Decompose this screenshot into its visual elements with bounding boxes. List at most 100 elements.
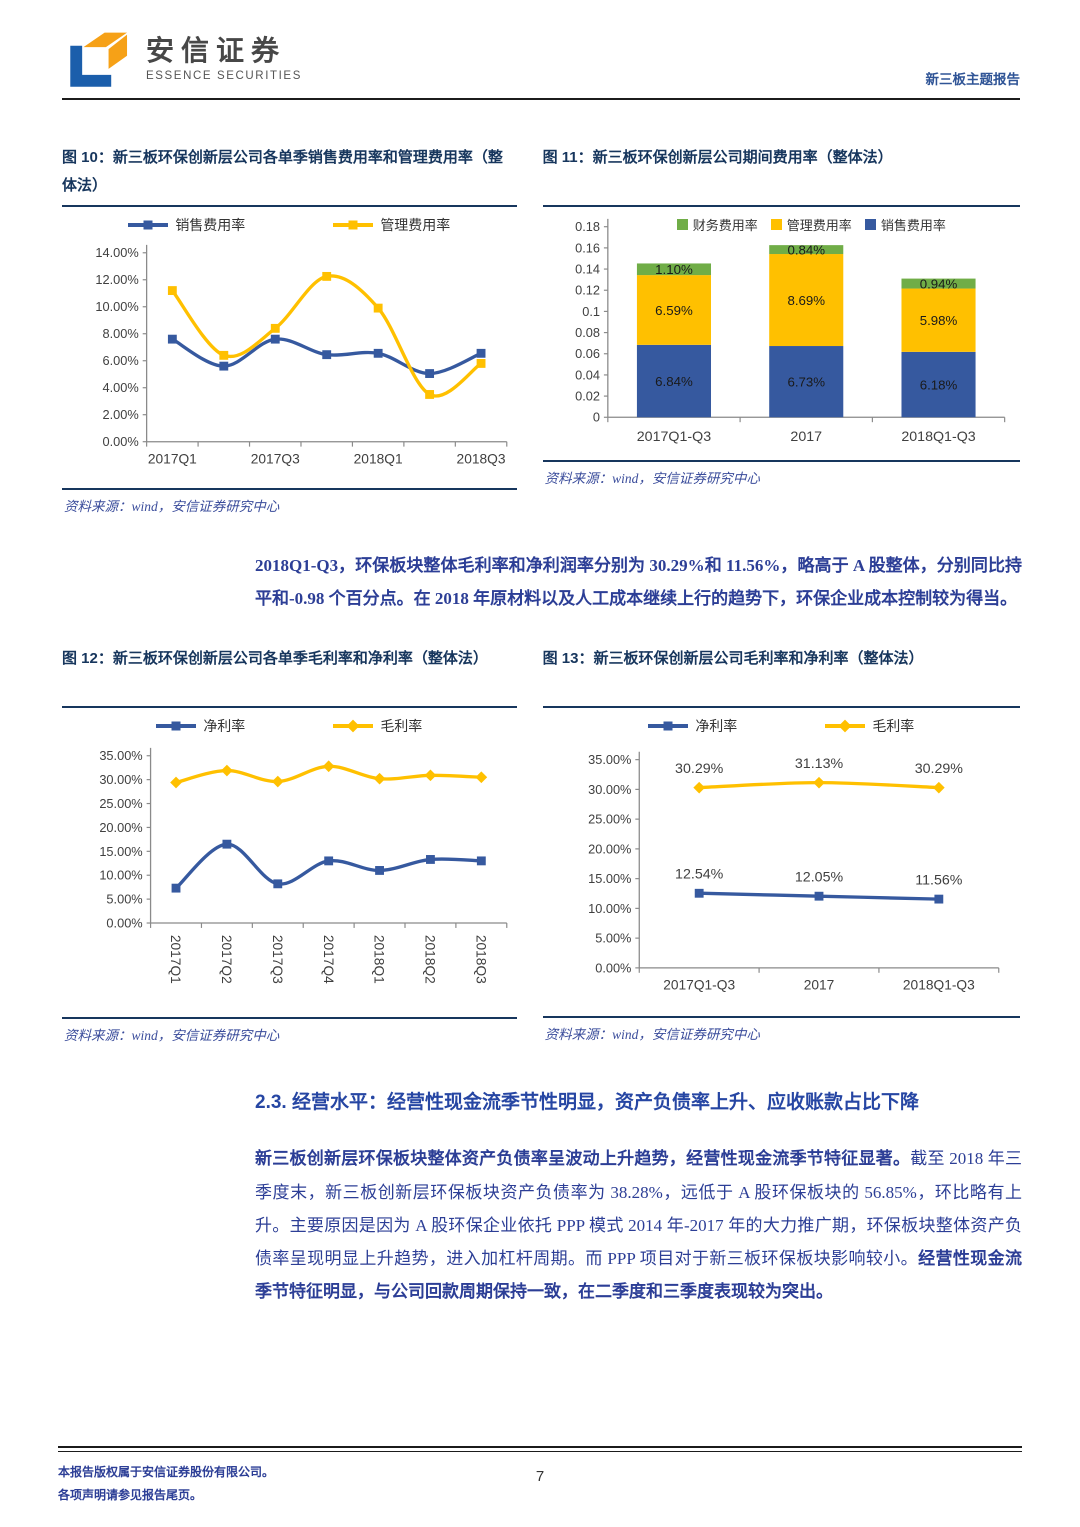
svg-text:10.00%: 10.00% [99,868,142,883]
svg-text:15.00%: 15.00% [588,871,631,886]
legend-label: 财务费用率 [692,218,758,233]
svg-text:25.00%: 25.00% [588,812,631,827]
legend-item: 管理费用率 [333,215,450,235]
square-swatch-icon [864,219,876,230]
line-swatch-icon [825,719,866,733]
svg-text:2017Q1-Q3: 2017Q1-Q3 [636,429,710,445]
legend-label: 销售费用率 [175,217,246,233]
svg-text:0.04: 0.04 [575,367,600,382]
svg-text:2018Q3: 2018Q3 [457,451,506,466]
line-swatch-icon [648,721,689,731]
figure-row-1: 图 10：新三板环保创新层公司各单季销售费用率和管理费用率（整体法） 销售费用率… [62,144,1020,515]
paragraph-text: 2018Q1-Q3，环保板块整体毛利率和净利润率分别为 30.29%和 11.5… [255,556,1022,609]
svg-text:2018Q1-Q3: 2018Q1-Q3 [903,978,975,993]
footer-disclaimer: 各项声明请参见报告尾页。 [58,1488,203,1503]
svg-text:2017Q1: 2017Q1 [168,935,183,984]
svg-text:6.84%: 6.84% [655,374,693,389]
legend-label: 毛利率 [872,718,915,735]
svg-text:20.00%: 20.00% [588,842,631,857]
svg-text:5.00%: 5.00% [595,931,631,946]
figure-10-legend: 销售费用率 管理费用率 [62,211,517,239]
figure-10-bottom-rule [62,488,517,490]
figure-12-title-rule [62,706,517,709]
svg-text:2018Q1: 2018Q1 [354,451,403,466]
summary-paragraph: 2018Q1-Q3，环保板块整体毛利率和净利润率分别为 30.29%和 11.5… [255,549,1022,615]
paragraph-normal: 截至 2018 年三季度末，新三板创新层环保板块资产负债率为 38.28%，远低… [255,1149,1023,1268]
svg-text:2018Q2: 2018Q2 [423,935,438,984]
paragraph-bold-tail: 经营性现金流季节特征明显，与公司回款周期保持一致，在二季度和三季度表现较为突出。 [255,1248,1023,1301]
figure-11-title-rule [542,205,1020,207]
section-heading: 2.3. 经营水平：经营性现金流季节性明显，资产负债率上升、应收账款占比下降 [255,1091,919,1113]
figure-13-chart: 0.00% 5.00% 10.00% 15.00% 20.00% 25.00% 30.00%… [588,752,999,993]
figure-13-legend: 净利率 毛利率 [543,712,1020,740]
line-swatch-icon [333,220,374,230]
svg-text:15.00%: 15.00% [99,844,142,859]
figure-10-chart-area: 销售费用率 管理费用率 0.00% 2.00% 4.00% 6.00% 8.00% 10.… [62,211,517,485]
svg-text:6.59%: 6.59% [655,303,693,318]
svg-text:5.98%: 5.98% [919,313,957,328]
figure-11-bottom-rule [542,459,1020,462]
svg-text:35.00%: 35.00% [588,752,631,767]
svg-text:6.00%: 6.00% [103,353,139,368]
svg-text:0.00%: 0.00% [103,434,139,449]
legend-item: 净利率 [648,716,737,736]
svg-text:8.69%: 8.69% [787,293,825,308]
legend-label: 净利率 [695,718,738,735]
svg-text:2018Q1: 2018Q1 [372,935,387,984]
svg-text:12.54%: 12.54% [675,867,724,883]
legend-item: 财务费用率 [676,215,758,234]
square-swatch-icon [676,219,688,230]
svg-text:10.00%: 10.00% [588,901,631,916]
svg-text:30.29%: 30.29% [675,761,724,777]
figure-12-chart: 0.00% 5.00% 10.00% 15.00% 20.00% 25.00% 30.00%… [99,748,508,984]
svg-text:30.00%: 30.00% [99,772,142,787]
figure-12-legend: 净利率 毛利率 [62,712,517,740]
header-rule [62,98,1020,100]
paragraph-bold-lead: 新三板创新层环保板块整体资产负债率呈波动上升趋势，经营性现金流季节特征显著。 [255,1149,911,1169]
legend-label: 管理费用率 [380,217,451,233]
svg-text:0.02: 0.02 [575,389,600,404]
brand-logo: 安信证券 ESSENCE SECURITIES [62,26,302,92]
figure-12-chart-area: 净利率 毛利率 0.00% 5.00% 10.00% 15.00% 20.00% 25.0… [62,712,517,1014]
footer-rule [58,1446,1022,1453]
svg-text:2017Q1-Q3: 2017Q1-Q3 [663,978,735,993]
svg-text:0.00%: 0.00% [595,961,631,976]
svg-text:2017Q2: 2017Q2 [219,935,234,984]
svg-text:2018Q3: 2018Q3 [473,935,488,984]
svg-text:12.00%: 12.00% [95,272,138,287]
line-swatch-icon [128,220,169,230]
legend-item: 管理费用率 [770,215,852,234]
legend-item: 销售费用率 [128,215,245,235]
figure-10: 图 10：新三板环保创新层公司各单季销售费用率和管理费用率（整体法） 销售费用率… [62,144,517,515]
svg-text:1.10%: 1.10% [655,262,693,277]
svg-text:5.00%: 5.00% [106,892,142,907]
figure-13-chart-area: 净利率 毛利率 0.00% 5.00% 10.00% 15.00% 20.00% 25.0… [543,712,1020,1013]
svg-text:2017Q3: 2017Q3 [270,935,285,984]
svg-text:0.00%: 0.00% [106,916,142,931]
figure-row-2: 图 12：新三板环保创新层公司各单季毛利率和净利率（整体法） 净利率 毛利率 0… [62,645,1020,1044]
figure-13-title: 图 13：新三板环保创新层公司毛利率和净利率（整体法） [542,650,924,668]
svg-text:2018Q1-Q3: 2018Q1-Q3 [901,429,975,445]
svg-text:31.13%: 31.13% [794,756,843,772]
svg-text:20.00%: 20.00% [99,820,142,835]
figure-10-title-rule [62,205,517,207]
line-swatch-icon [156,721,197,731]
svg-text:0.94%: 0.94% [919,276,957,291]
svg-text:0.16: 0.16 [575,240,600,255]
figure-11: 图 11：新三板环保创新层公司期间费用率（整体法） 财务费用率 管理费用率 销售… [542,144,1020,515]
figure-10-title: 图 10：新三板环保创新层公司各单季销售费用率和管理费用率（整体法） [62,149,503,194]
figure-11-source: 资料来源：wind，安信证券研究中心 [544,470,760,486]
svg-text:0.08: 0.08 [575,325,600,340]
footer-row: 本报告版权属于安信证券股份有限公司。 各项声明请参见报告尾页。 7 [58,1461,1022,1507]
svg-text:2017: 2017 [790,429,822,445]
figure-11-chart: 0 0.02 0.04 0.06 0.08 0.1 0.12 0.14 0.16 0.18 2017… [575,218,1005,445]
svg-text:4.00%: 4.00% [103,380,139,395]
square-swatch-icon [770,219,782,230]
legend-label: 净利率 [203,718,246,735]
svg-text:0: 0 [593,410,600,425]
figure-12-bottom-rule [62,1016,517,1019]
svg-text:11.56%: 11.56% [915,873,963,889]
svg-text:0.12: 0.12 [575,283,600,298]
brand-name-cn: 安信证券 [146,35,287,67]
